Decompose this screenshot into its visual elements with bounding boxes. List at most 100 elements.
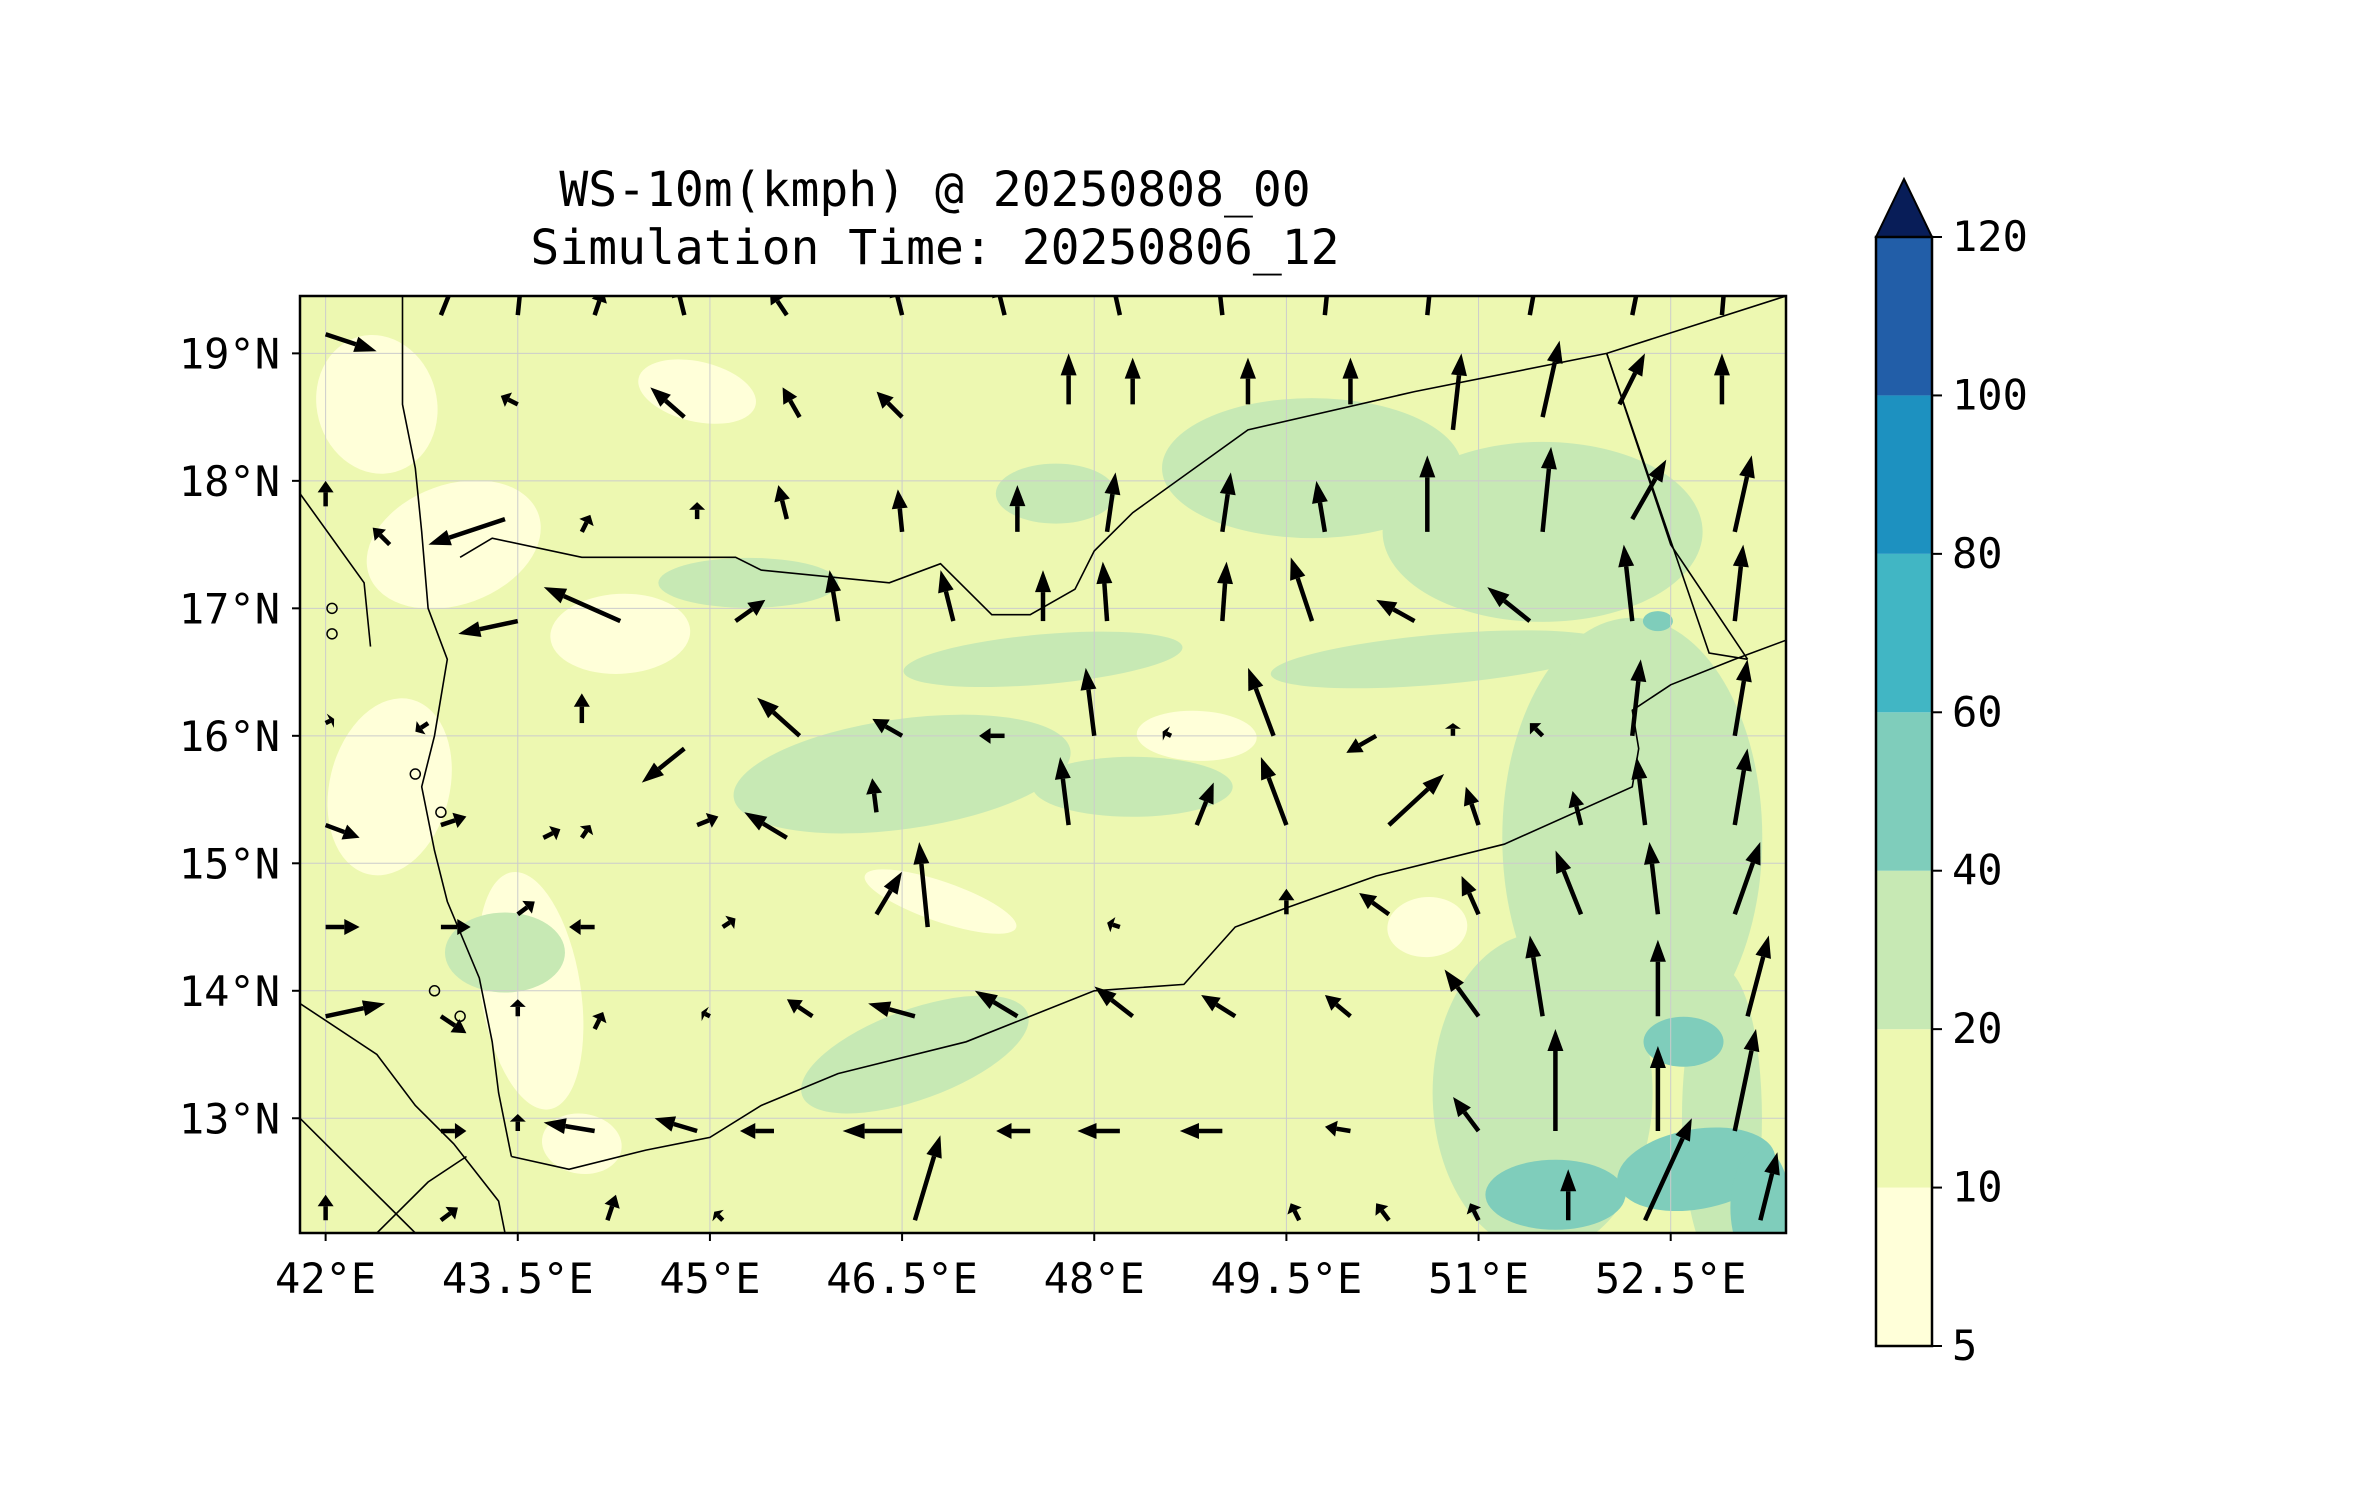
wind-vector-arrow bbox=[739, 1123, 774, 1140]
border-djibouti bbox=[376, 1155, 467, 1233]
wind-vector-arrow bbox=[509, 999, 526, 1017]
wind-vector-arrow bbox=[1466, 1203, 1482, 1222]
lon-tick-label: 48°E bbox=[1044, 1254, 1145, 1303]
wind-vector-arrow bbox=[1732, 659, 1752, 737]
wind-vector-arrow bbox=[543, 587, 622, 624]
wind-vector-arrow bbox=[913, 842, 930, 928]
colorbar-segment bbox=[1876, 553, 1932, 713]
longitude-axis: 42°E 43.5°E 45°E 46.5°E 48°E 49.5°E 51°E 52.5°E bbox=[275, 1233, 1747, 1303]
border-oman-segment bbox=[1605, 353, 1749, 660]
wind-vector-arrow bbox=[912, 1135, 942, 1221]
wind-vector-arrow bbox=[1630, 296, 1639, 316]
wind-vector-arrow bbox=[324, 822, 360, 840]
wind-vector-arrow bbox=[1322, 296, 1330, 316]
field-high-pocket bbox=[1485, 1159, 1626, 1230]
wind-vector-arrow bbox=[543, 1118, 596, 1135]
wind-vector-arrow bbox=[317, 480, 334, 507]
lon-tick-label: 49.5°E bbox=[1211, 1254, 1363, 1303]
wind-vector-arrow bbox=[979, 727, 1005, 744]
wind-vector-arrow bbox=[786, 999, 814, 1019]
wind-vector-arrow bbox=[1713, 353, 1730, 405]
colorbar-segment bbox=[1876, 1187, 1932, 1346]
colorbar-tick-label: 5 bbox=[1952, 1321, 1977, 1370]
wind-vector-arrow bbox=[428, 516, 506, 546]
wind-vector-arrow bbox=[1618, 544, 1635, 622]
wind-vector-arrow bbox=[1745, 935, 1771, 1017]
wind-vector-arrow bbox=[712, 1209, 725, 1222]
coastline-red-sea-arabia bbox=[401, 296, 513, 1157]
wind-vector-arrow bbox=[872, 718, 904, 738]
wind-vector-arrow bbox=[770, 296, 789, 317]
wind-vector-arrow bbox=[440, 919, 471, 936]
wind-vector-arrow bbox=[1375, 1203, 1391, 1222]
wind-vector-arrow bbox=[317, 1194, 334, 1221]
lon-tick-label: 51°E bbox=[1428, 1254, 1529, 1303]
colorbar-segment bbox=[1876, 1029, 1932, 1188]
wind-vector-arrow bbox=[439, 1014, 467, 1034]
lat-tick-label: 13°N bbox=[179, 1094, 280, 1143]
lat-tick-label: 14°N bbox=[179, 967, 280, 1016]
lat-tick-label: 16°N bbox=[179, 712, 280, 761]
wind-vector-arrow bbox=[641, 746, 686, 783]
colorbar-tick-label: 40 bbox=[1952, 846, 2003, 895]
wind-vector-arrow bbox=[1287, 1203, 1302, 1222]
wind-vector-arrow bbox=[515, 296, 522, 316]
coastlines-and-borders bbox=[300, 296, 1786, 1233]
wind-vector-arrow bbox=[1560, 1169, 1577, 1221]
wind-vector-arrow bbox=[1239, 357, 1256, 405]
wind-vector-arrow bbox=[1217, 561, 1234, 622]
wind-vector-arrow bbox=[1649, 939, 1666, 1017]
field-low-patch bbox=[327, 698, 452, 876]
wind-vector-arrow bbox=[1113, 296, 1123, 316]
wind-vector-arrow bbox=[1094, 986, 1135, 1019]
wind-vector-arrow bbox=[438, 296, 451, 316]
wind-vector-arrow bbox=[1260, 757, 1289, 826]
lat-tick-label: 18°N bbox=[179, 457, 280, 506]
field-mid-band bbox=[444, 912, 565, 993]
wind-vector-arrow bbox=[1124, 357, 1141, 405]
wind-vector-arrow bbox=[1649, 1046, 1666, 1132]
colorbar-extend-triangle bbox=[1874, 176, 1934, 238]
field-low-patch bbox=[638, 359, 756, 424]
island-outline bbox=[326, 602, 338, 615]
wind-vector-arrow bbox=[1387, 774, 1445, 827]
wind-vector-arrow bbox=[1547, 1029, 1564, 1132]
wind-vector-arrow bbox=[1444, 969, 1481, 1018]
wind-vector-arrow bbox=[1453, 1097, 1481, 1133]
colorbar-tick-label: 10 bbox=[1952, 1163, 2003, 1212]
wind-vector-arrow bbox=[1346, 733, 1378, 753]
wind-vector-arrow bbox=[1342, 357, 1359, 405]
wind-vector-arrow bbox=[1278, 888, 1295, 915]
lat-tick-label: 15°N bbox=[179, 839, 280, 888]
wind-vector-arrow bbox=[1324, 1120, 1351, 1137]
wind-vector-arrow bbox=[842, 1123, 903, 1140]
wind-vector-arrow bbox=[974, 990, 1019, 1019]
wind-vector-arrow bbox=[1035, 570, 1051, 622]
wind-vector-arrow bbox=[1104, 472, 1121, 533]
island-outline bbox=[409, 768, 422, 780]
colorbar-segment bbox=[1876, 712, 1932, 871]
wind-vector-arrow bbox=[1248, 667, 1276, 737]
field-low-patch bbox=[366, 480, 541, 609]
wind-vector-arrow bbox=[1162, 726, 1173, 741]
wind-vector-arrow bbox=[1540, 340, 1563, 418]
wind-vector-arrow bbox=[1568, 791, 1585, 826]
wind-vector-arrow bbox=[1217, 296, 1225, 316]
wind-vector-arrow bbox=[440, 812, 467, 828]
field-mid-band bbox=[903, 631, 1183, 688]
field-high-pocket bbox=[1643, 1016, 1724, 1067]
island-outline bbox=[428, 985, 441, 997]
wind-vector-arrow bbox=[569, 919, 595, 936]
wind-vector-arrow bbox=[1487, 587, 1532, 623]
wind-vector-arrow bbox=[591, 296, 607, 316]
wind-vector-arrow bbox=[1060, 353, 1077, 405]
wind-vector-arrow bbox=[825, 570, 842, 622]
lon-tick-label: 45°E bbox=[659, 1254, 760, 1303]
coastline-eritrea bbox=[300, 493, 372, 647]
field-mid-band bbox=[1432, 932, 1653, 1233]
wind-vector-arrow bbox=[324, 332, 377, 352]
field-high-pocket bbox=[1642, 611, 1673, 632]
wind-vector-arrow bbox=[1179, 1123, 1223, 1140]
